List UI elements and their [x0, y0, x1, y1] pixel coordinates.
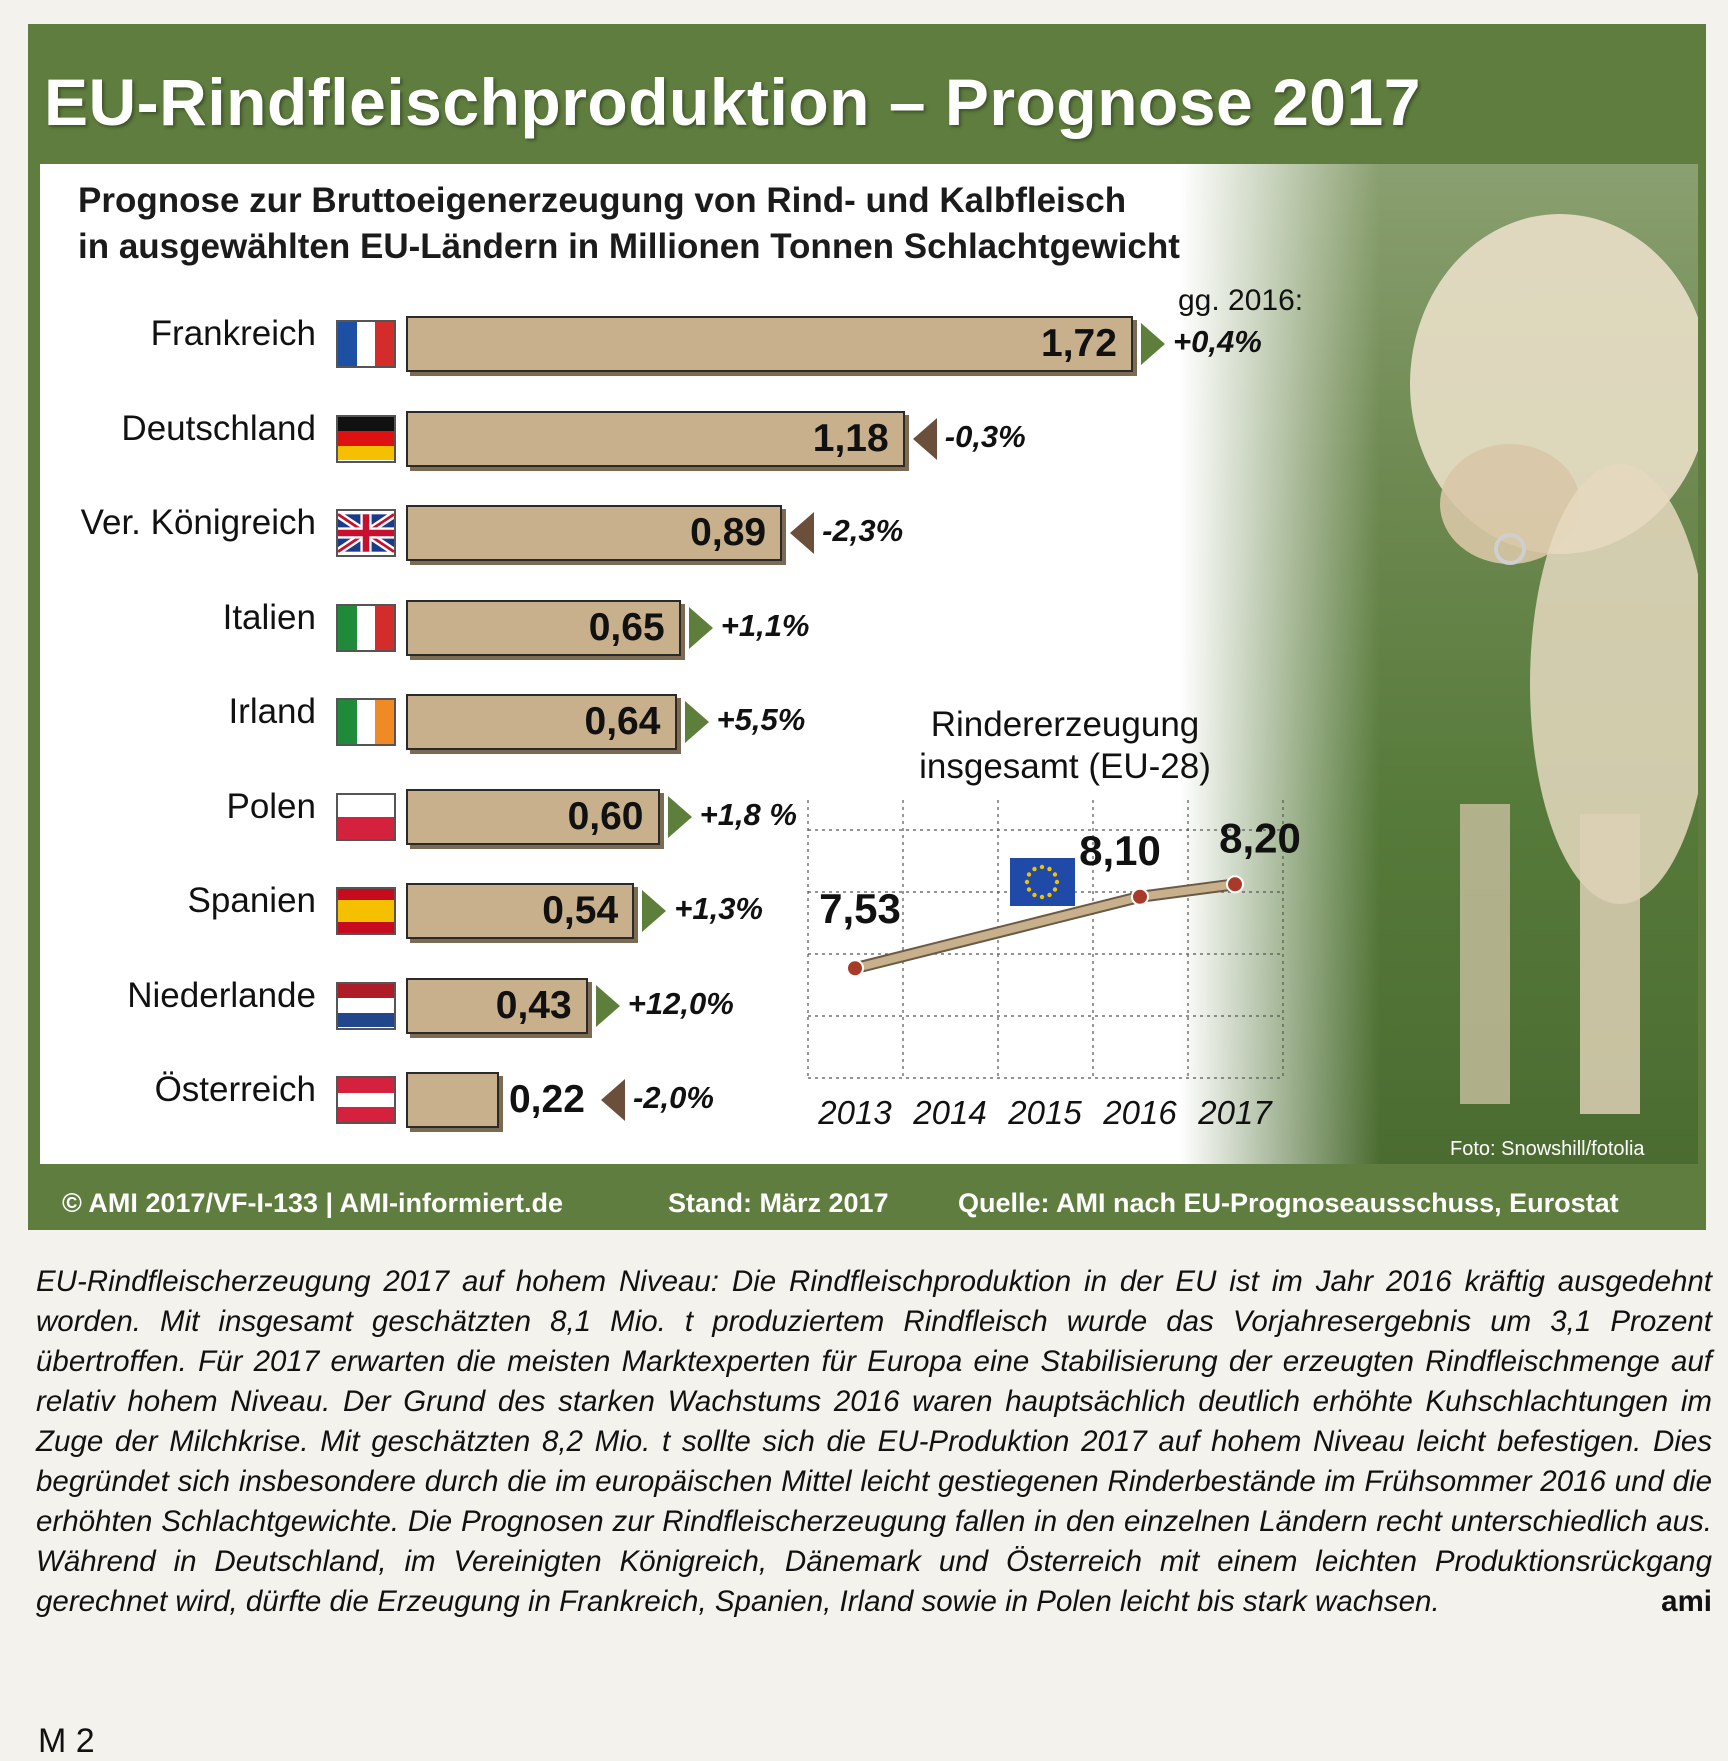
- bar-row: Spanien 0,54 +1,3%: [0, 881, 1180, 941]
- bar: [406, 505, 783, 561]
- bar-row: Niederlande 0,43 +12,0%: [0, 976, 1180, 1036]
- country-label: Österreich: [154, 1070, 316, 1109]
- change-label: +1,1%: [720, 607, 810, 643]
- arrow-down-icon: [600, 1079, 625, 1121]
- change-label: +5,5%: [716, 702, 806, 737]
- country-label: Italien: [222, 597, 316, 637]
- flag-icon: [336, 603, 396, 652]
- change-label: +1,8 %: [699, 796, 797, 832]
- flag-icon: [336, 698, 396, 746]
- caption: EU-Rindfleischerzeugung 2017 auf hohem N…: [36, 1262, 1712, 1622]
- bar-row: Italien 0,65 +1,1%: [0, 598, 1180, 658]
- footer-source: Quelle: AMI nach EU-Prognoseausschuss, E…: [958, 1188, 1619, 1218]
- caption-text: EU-Rindfleischerzeugung 2017 auf hohem N…: [36, 1265, 1712, 1618]
- bar-value-label: 0,22: [508, 1078, 585, 1121]
- change-label: +12,0%: [627, 985, 734, 1021]
- arrow-up-icon: [642, 890, 667, 932]
- flag-icon: [336, 981, 396, 1030]
- bar-row: Frankreich 1,72 +0,4%: [0, 314, 1262, 374]
- change-label: +0,4%: [1173, 324, 1262, 359]
- change-label: -2,0%: [632, 1080, 714, 1115]
- country-label: Deutschland: [121, 408, 316, 448]
- bar-row: Deutschland 1,18 -0,3%: [0, 409, 1180, 469]
- bar: [406, 883, 635, 939]
- bar-value-label: 1,18: [812, 416, 889, 460]
- flag-icon: [336, 414, 396, 463]
- bar-row: Ver. Königreich 0,89 -2,3%: [0, 503, 1180, 563]
- change-label: +1,3%: [674, 891, 763, 926]
- bar-value-label: 0,43: [495, 983, 572, 1027]
- flag-icon: [336, 320, 396, 368]
- arrow-up-icon: [688, 606, 713, 649]
- caption-sign: ami: [1661, 1585, 1712, 1618]
- change-header: gg. 2016:: [1178, 284, 1304, 317]
- change-label: -2,3%: [822, 513, 904, 548]
- bar-row: Österreich 0,22 -2,0%: [0, 1070, 1180, 1130]
- bar-value-label: 0,64: [584, 700, 661, 743]
- country-label: Polen: [226, 786, 316, 826]
- flag-icon: [336, 887, 396, 935]
- page-title: EU-Rindfleischproduktion – Prognose 2017: [44, 65, 1421, 139]
- chart-title: Prognose zur Bruttoeigenerzeugung von Ri…: [78, 181, 1180, 266]
- flag-icon: [336, 792, 396, 841]
- arrow-down-icon: [790, 512, 815, 554]
- arrow-up-icon: [595, 984, 620, 1027]
- arrow-up-icon: [1141, 323, 1165, 365]
- bar-value-label: 1,72: [1041, 322, 1117, 365]
- bar-value-label: 0,60: [567, 794, 644, 838]
- country-label: Ver. Königreich: [80, 503, 316, 542]
- bar-row: Polen 0,60 +1,8 %: [0, 787, 1180, 847]
- country-label: Frankreich: [150, 314, 316, 353]
- bar-value-label: 0,65: [588, 605, 665, 649]
- bar: [406, 316, 1133, 372]
- change-label: -0,3%: [944, 418, 1026, 454]
- cow-photo: [1180, 164, 1698, 1164]
- bar: [406, 788, 660, 845]
- footer-stand: Stand: März 2017: [668, 1188, 889, 1218]
- flag-icon: [336, 1076, 396, 1124]
- bar: [406, 694, 677, 750]
- arrow-down-icon: [912, 417, 937, 460]
- arrow-up-icon: [667, 795, 692, 838]
- country-label: Niederlande: [127, 975, 316, 1015]
- bar: [406, 410, 905, 467]
- arrow-up-icon: [684, 701, 709, 743]
- bar: [406, 599, 681, 656]
- bar-value-label: 0,89: [690, 511, 767, 554]
- country-label: Irland: [228, 692, 316, 731]
- bar: [406, 977, 588, 1034]
- bar-value-label: 0,54: [542, 889, 619, 932]
- bar: [406, 1072, 499, 1128]
- footer-copyright: © AMI 2017/VF-I-133 | AMI-informiert.de: [62, 1188, 564, 1218]
- photo-credit: Foto: Snowshill/fotolia: [1450, 1138, 1645, 1160]
- page-number: M 2: [38, 1722, 95, 1760]
- bar-row: Irland 0,64 +5,5%: [0, 692, 1180, 752]
- country-label: Spanien: [187, 881, 316, 920]
- flag-icon: [336, 509, 396, 557]
